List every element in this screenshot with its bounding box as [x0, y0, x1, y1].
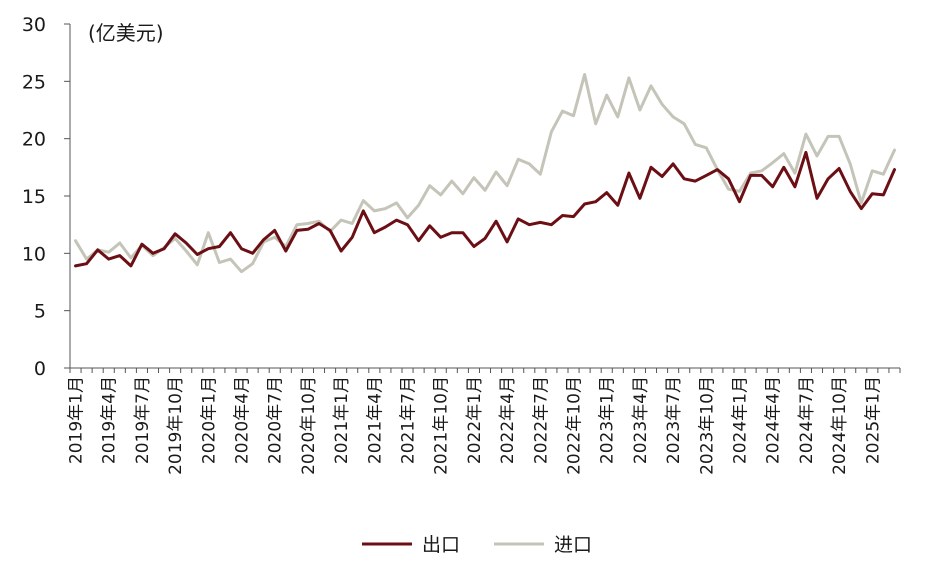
x-tick-label: 2020年7月 — [266, 376, 286, 464]
y-tick-label: 20 — [22, 129, 46, 151]
y-tick-label: 15 — [22, 186, 46, 208]
y-tick-label: 30 — [22, 14, 46, 36]
x-tick-label: 2021年7月 — [399, 376, 419, 464]
y-axis: 0 5 10 15 20 25 30 — [22, 14, 71, 380]
x-tick-label: 2024年1月 — [731, 376, 751, 464]
x-tick-label: 2019年7月 — [133, 376, 153, 464]
x-tick-label: 2023年10月 — [697, 376, 717, 475]
series-layer — [74, 73, 896, 274]
x-tick-label: 2024年10月 — [830, 376, 850, 475]
x-tick-label: 2022年7月 — [531, 376, 551, 464]
x-tick-label: 2024年7月 — [797, 376, 817, 464]
x-tick-label: 2023年1月 — [598, 376, 618, 464]
legend-label-import: 进口 — [554, 534, 592, 556]
x-tick-label: 2022年4月 — [498, 376, 518, 464]
x-tick-label: 2025年1月 — [863, 376, 883, 464]
x-axis: 2019年1月 2019年4月 2019年7月 2019年10月 2020年1月 2020… — [67, 367, 901, 475]
y-tick-label: 5 — [34, 301, 46, 323]
y-tick-label: 10 — [22, 243, 46, 265]
series-line-import — [74, 73, 896, 274]
x-tick-label: 2020年10月 — [299, 376, 319, 475]
x-tick-label: 2021年4月 — [365, 376, 385, 464]
x-tick-label: 2019年10月 — [166, 376, 186, 475]
x-tick-label: 2024年4月 — [764, 376, 784, 464]
y-tick-label: 0 — [34, 358, 46, 380]
x-tick-label: 2023年7月 — [664, 376, 684, 464]
y-tick-label: 25 — [22, 71, 46, 93]
x-tick-label: 2020年1月 — [199, 376, 219, 464]
x-tick-label: 2020年4月 — [233, 376, 253, 464]
legend-label-export: 出口 — [422, 534, 460, 556]
series-line-export — [74, 150, 896, 268]
unit-label: (亿美元) — [88, 21, 164, 45]
x-tick-label: 2019年1月 — [67, 376, 87, 464]
x-tick-label: 2021年10月 — [432, 376, 452, 475]
x-tick-label: 2022年10月 — [565, 376, 585, 475]
legend: 出口 进口 — [362, 534, 592, 556]
x-tick-label: 2021年1月 — [332, 376, 352, 464]
x-tick-label: 2022年1月 — [465, 376, 485, 464]
x-tick-label: 2023年4月 — [631, 376, 651, 464]
x-tick-label: 2019年4月 — [100, 376, 120, 464]
